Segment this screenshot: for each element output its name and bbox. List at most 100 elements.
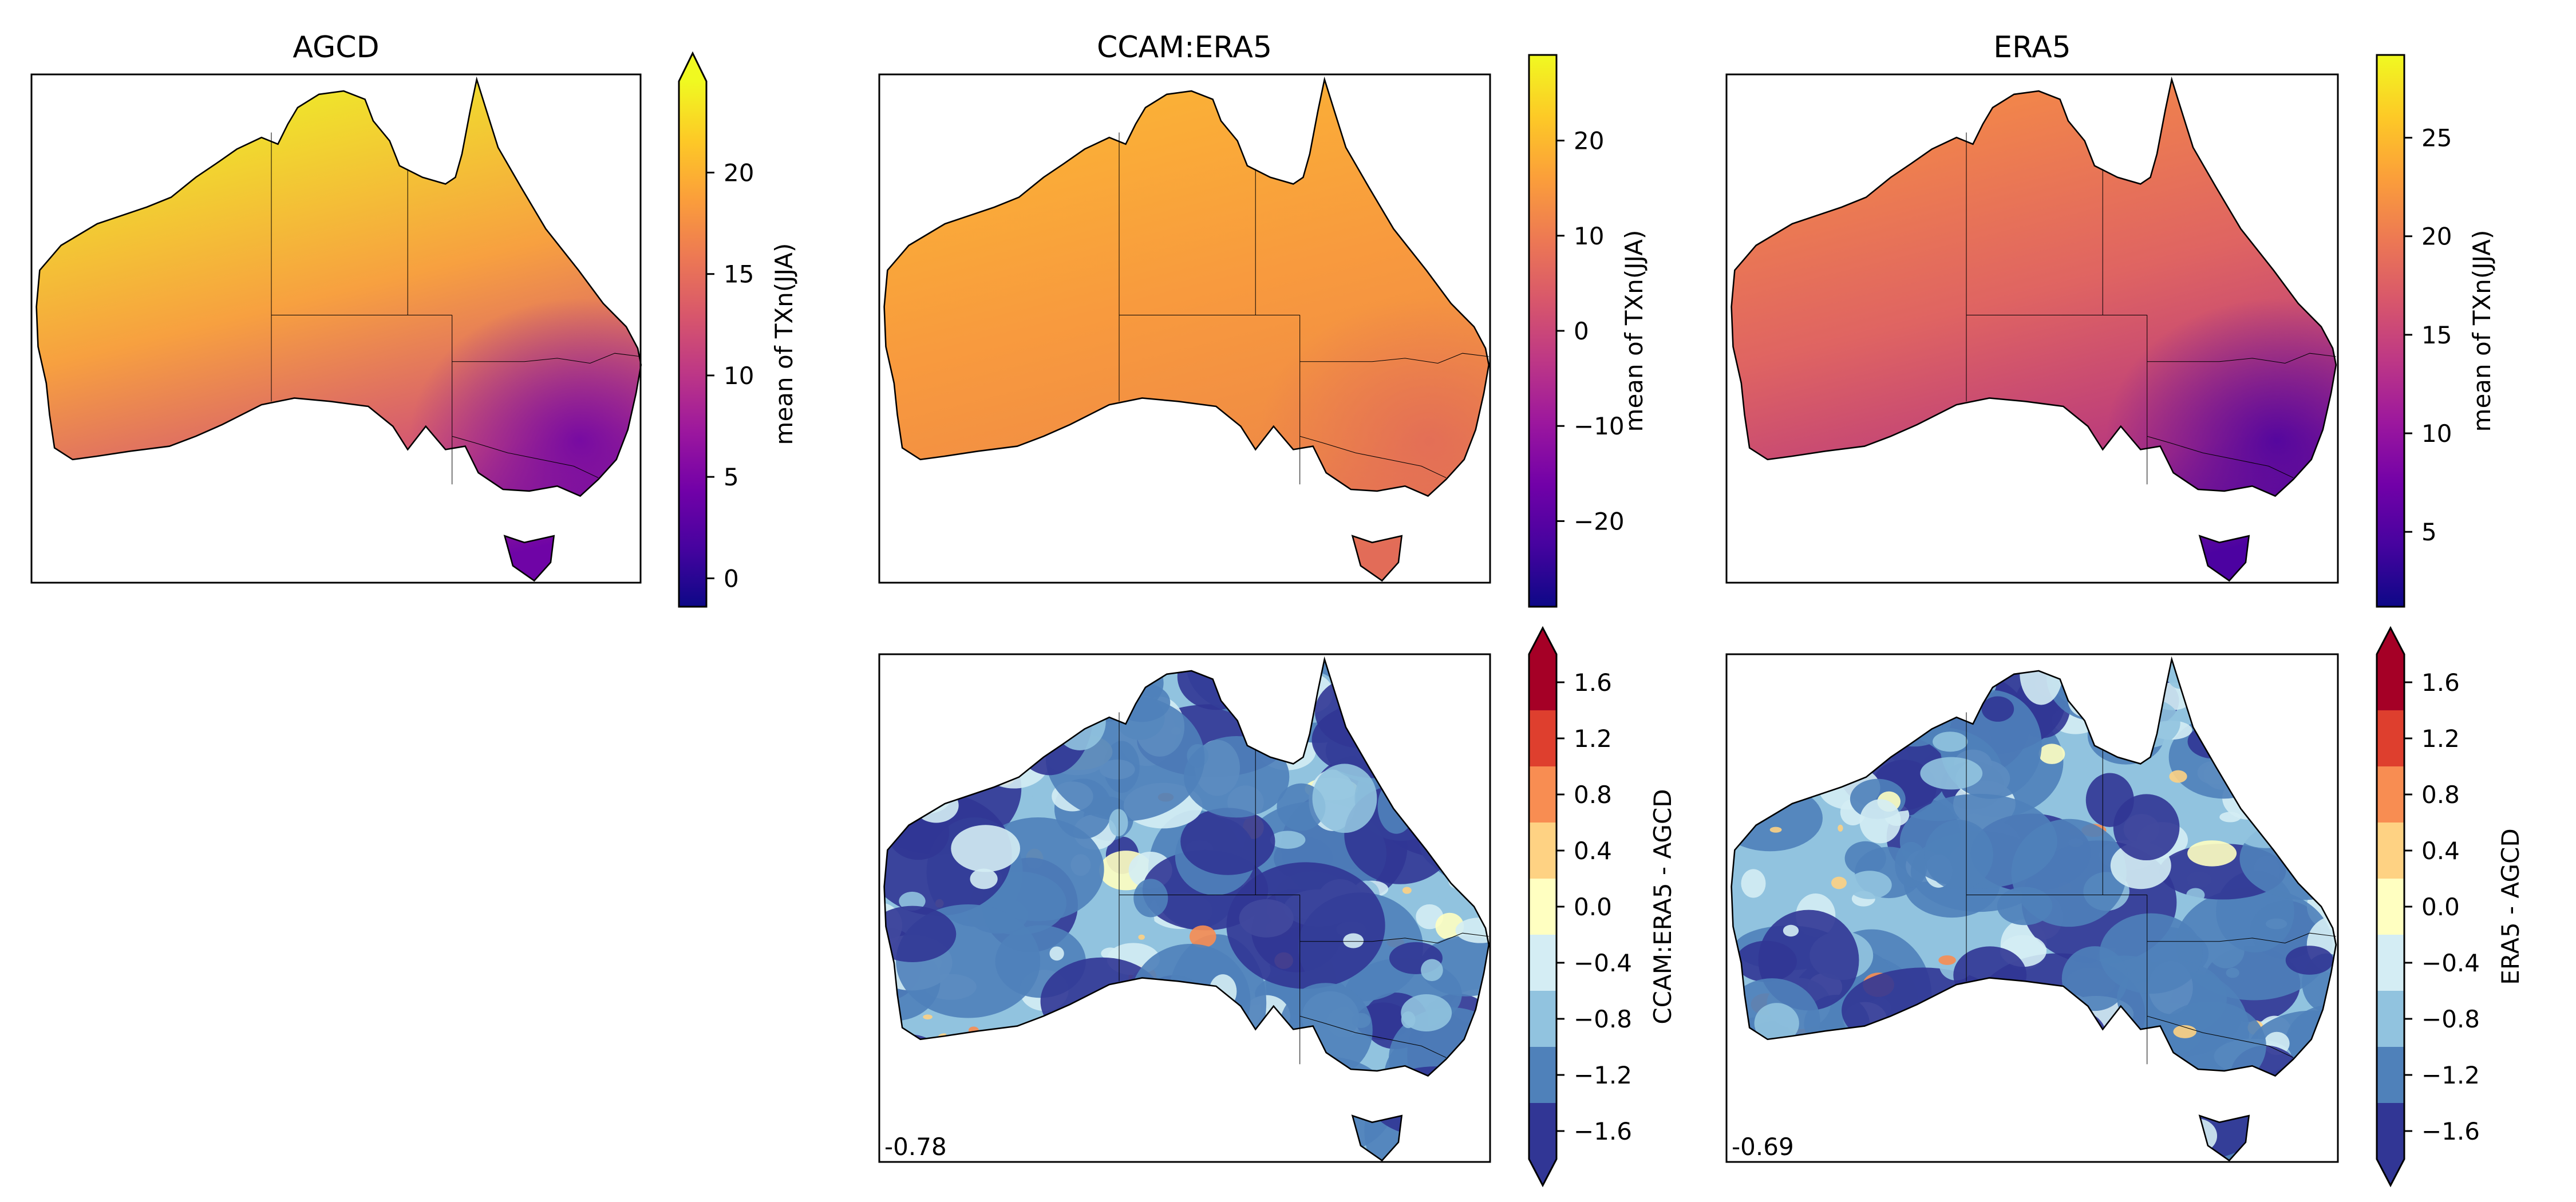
colorbar-gradient xyxy=(2377,55,2404,607)
colorbar-band xyxy=(2377,1047,2404,1103)
bias-patch xyxy=(1355,678,1466,786)
bias-patch xyxy=(1731,785,1823,852)
bias-patch xyxy=(902,718,939,753)
bias-patch xyxy=(904,1059,926,1083)
colorbar-label: mean of TXn(JJA) xyxy=(2468,230,2496,432)
colorbar-band xyxy=(1529,766,1556,823)
bias-patch xyxy=(1826,721,1860,756)
bias-patch xyxy=(2192,1089,2238,1123)
colorbar-band xyxy=(1529,1047,1556,1103)
bias-patch xyxy=(1116,693,1129,706)
bias-patch xyxy=(1938,955,1956,965)
bias-patch xyxy=(1888,1043,2001,1150)
bias-patch xyxy=(1244,685,1290,714)
bias-patch xyxy=(908,756,959,794)
bias-patch xyxy=(2087,706,2165,765)
bias-patch xyxy=(1447,1094,1489,1145)
map-frame xyxy=(878,73,1491,584)
bias-patch xyxy=(991,1058,1065,1160)
colorbar-band xyxy=(1529,1103,1556,1159)
bias-patch xyxy=(2005,1057,2026,1070)
bias-patch xyxy=(986,1065,1055,1125)
colorbar-tick-label: 0.4 xyxy=(1574,837,1612,865)
bias-patch xyxy=(2243,659,2261,677)
bias-patch xyxy=(1205,1031,1235,1074)
bias-patch xyxy=(1138,934,1145,940)
bias-patch xyxy=(967,709,1014,749)
colorbar-band xyxy=(2377,879,2404,935)
temperature-field xyxy=(884,79,1489,581)
bias-patch xyxy=(1852,1117,1927,1150)
bias-patch xyxy=(1270,831,1306,849)
bias-patch xyxy=(1279,694,1308,710)
colorbar-band xyxy=(1529,654,1556,710)
map-panel-era5: 5 10 15 20 25 mean of TXn(JJA) xyxy=(1725,54,2496,608)
colorbar-tick-label: −1.6 xyxy=(1574,1117,1632,1145)
bias-patch xyxy=(1364,1061,1489,1161)
bias-patch xyxy=(1388,659,1405,668)
bias-patch xyxy=(1440,852,1457,870)
bias-patch xyxy=(884,963,889,976)
panel-annotation-ccam-bias: -0.78 xyxy=(884,1133,947,1161)
bias-patch xyxy=(2151,682,2194,710)
bias-patch xyxy=(1864,659,1924,687)
bias-patch xyxy=(1741,869,1766,898)
map-panel-era5-minus-agcd: −1.6 −1.2 −0.8 −0.4 0.0 0.4 0.8 1.2 1.6 ERA5 - AG… xyxy=(1725,626,2524,1188)
bias-patch xyxy=(1130,943,1251,1057)
colorbar-tick-label: 5 xyxy=(2421,518,2437,546)
map-frame xyxy=(1725,653,2339,1163)
bias-patch xyxy=(951,825,1021,872)
bias-patch xyxy=(2190,685,2265,728)
colorbar-tick-label: −0.8 xyxy=(2421,1005,2480,1033)
bias-patch xyxy=(1037,1128,1052,1141)
colorbar-tick-label: 1.6 xyxy=(2421,669,2460,697)
bias-patch xyxy=(2242,766,2336,839)
colorbar-tick-label: −0.8 xyxy=(1574,1005,1632,1033)
temperature-fill-southeast xyxy=(36,79,641,581)
bias-patch xyxy=(1421,959,1443,982)
bias-patch xyxy=(1851,659,1976,723)
colorbar-tick-label: 0.4 xyxy=(2421,837,2460,865)
colorbar-band xyxy=(1529,879,1556,935)
bias-patch xyxy=(2096,1044,2136,1085)
map-area xyxy=(1730,658,2337,1161)
bias-patch xyxy=(2307,715,2332,729)
temperature-fill-southeast xyxy=(1731,79,2336,581)
temperature-field xyxy=(1731,79,2336,581)
bias-patch xyxy=(2304,678,2336,741)
temperature-fill-southeast xyxy=(884,79,1489,581)
bias-patch xyxy=(965,1081,996,1120)
bias-patch xyxy=(2038,659,2114,673)
map-panel-agcd: 0 5 10 15 20 mean of TXn(JJA) xyxy=(30,51,798,608)
bias-patch xyxy=(1377,779,1415,834)
bias-patch xyxy=(1332,659,1405,694)
bias-patch xyxy=(993,1090,1037,1140)
bias-patch xyxy=(909,1078,932,1102)
colorbar: −1.6 −1.2 −0.8 −0.4 0.0 0.4 0.8 1.2 1.6 ERA5 - AG… xyxy=(2376,626,2524,1188)
map-area xyxy=(883,78,1490,582)
bias-patch xyxy=(2318,688,2333,709)
bias-patch xyxy=(2173,1025,2197,1038)
colorbar-tick-label: 10 xyxy=(1574,222,1604,250)
bias-patch xyxy=(1954,1007,1970,1020)
bias-patch xyxy=(1883,1100,1943,1154)
colorbar-extend-max xyxy=(679,53,706,81)
bias-patch xyxy=(1938,1026,1955,1039)
bias-patch xyxy=(1372,1076,1412,1105)
colorbar-band xyxy=(1529,935,1556,991)
bias-patch xyxy=(1069,1018,1147,1080)
colorbar-band xyxy=(2377,935,2404,991)
bias-patch xyxy=(2262,659,2324,689)
colorbar-tick-label: 1.2 xyxy=(2421,725,2460,753)
bias-patch xyxy=(1016,659,1065,690)
bias-patch xyxy=(1093,1014,1163,1051)
bias-patch xyxy=(1109,809,1128,837)
bias-patch xyxy=(2142,1071,2263,1160)
bias-patch xyxy=(1096,706,1110,718)
bias-patch xyxy=(1933,732,1968,752)
bias-patch xyxy=(1382,701,1425,749)
bias-field xyxy=(1731,659,2336,1161)
bias-patch xyxy=(1276,684,1300,706)
bias-patch xyxy=(2302,867,2330,889)
colorbar-label: mean of TXn(JJA) xyxy=(1620,230,1648,432)
